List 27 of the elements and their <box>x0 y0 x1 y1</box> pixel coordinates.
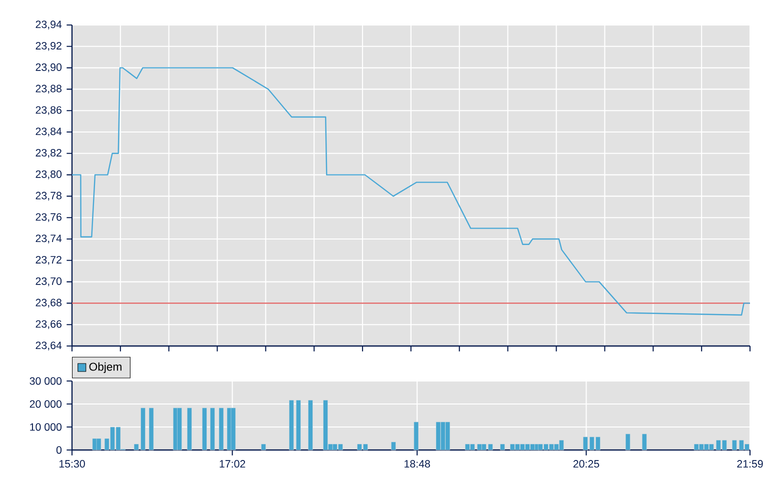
x-tick-label: 17:02 <box>220 460 246 468</box>
y-tick-label: 23,82 <box>36 148 62 158</box>
y-tick-label: 23,70 <box>36 277 62 286</box>
x-tick-label: 21:59 <box>737 460 763 468</box>
legend-label: Objem <box>89 362 122 373</box>
y-tick-label: 23,72 <box>36 256 62 265</box>
y-tick-label: 23,88 <box>36 84 62 94</box>
x-tick-label: 15:30 <box>59 460 85 468</box>
y-tick-label: 23,68 <box>36 298 62 308</box>
y-tick-label: 20 000 <box>30 400 62 408</box>
y-tick-label: 23,66 <box>36 320 62 329</box>
y-tick-label: 23,94 <box>36 20 62 30</box>
x-tick-label: 20:25 <box>573 460 600 468</box>
y-tick-label: 23,80 <box>36 170 62 180</box>
x-tick-label: 18:48 <box>404 460 430 468</box>
y-tick-label: 23,86 <box>36 106 62 115</box>
y-tick-label: 23,74 <box>36 234 62 244</box>
line-series <box>71 67 751 316</box>
y-tick-label: 23,64 <box>36 342 62 350</box>
y-tick-label: 23,90 <box>36 63 62 72</box>
y-tick-label: 10 000 <box>30 423 62 431</box>
y-tick-label: 23,92 <box>36 42 62 51</box>
y-tick-label: 30 000 <box>30 377 62 385</box>
y-tick-label: 0 <box>56 446 62 454</box>
y-tick-label: 23,76 <box>36 213 62 222</box>
y-tick-label: 23,78 <box>36 192 62 201</box>
y-tick-label: 23,84 <box>36 128 62 136</box>
